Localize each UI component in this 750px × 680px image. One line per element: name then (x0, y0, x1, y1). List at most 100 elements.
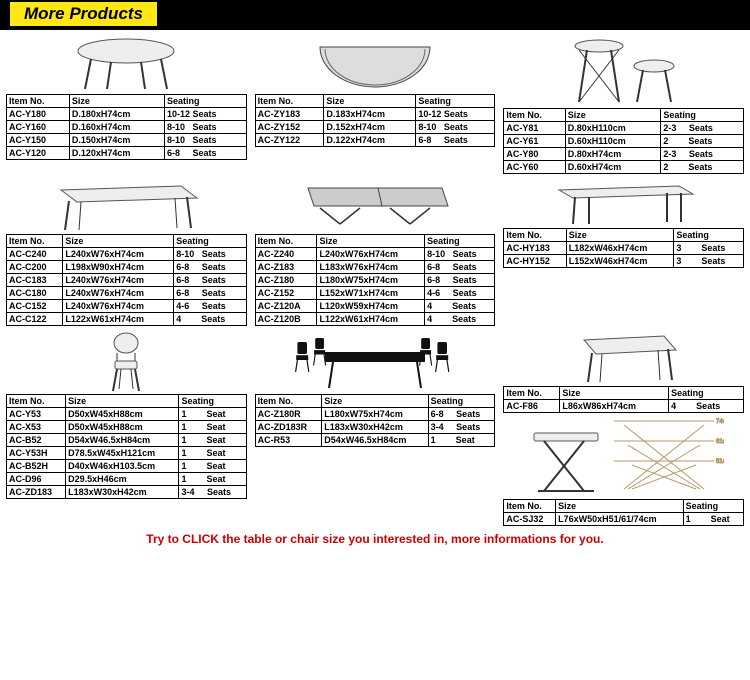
product-image (503, 330, 744, 386)
svg-text:74cm: 74cm (716, 419, 724, 425)
col-header: Seating (661, 109, 744, 122)
table-row[interactable]: AC-Z240L240xW76xH74cm8-10 Seats (255, 248, 495, 261)
svg-text:61cm: 61cm (716, 439, 724, 445)
table-row[interactable]: AC-Z180RL180xW75xH74cm6-8 Seats (255, 408, 495, 421)
col-header: Seating (674, 229, 744, 242)
table-row[interactable]: AC-Y53D50xW45xH88cm1 Seat (7, 408, 247, 421)
col-header: Size (556, 500, 684, 513)
table-row[interactable]: AC-F86L86xW86xH74cm4 Seats (504, 400, 744, 413)
product-image (6, 330, 247, 394)
product-image (255, 34, 496, 94)
spec-table: Item No.SizeSeatingAC-Z180RL180xW75xH74c… (255, 394, 496, 447)
col-header: Seating (683, 500, 743, 513)
spec-table: Item No.SizeSeatingAC-Y53D50xW45xH88cm1 … (6, 394, 247, 499)
product-cell: Item No.SizeSeatingAC-Y81D.80xH110cm2-3 … (503, 34, 744, 174)
product-cell: Item No.SizeSeatingAC-Y53D50xW45xH88cm1 … (6, 330, 247, 526)
table-row[interactable]: AC-Z120BL122xW61xH74cm4 Seats (255, 313, 495, 326)
table-row[interactable]: AC-C183L240xW76xH74cm6-8 Seats (7, 274, 247, 287)
col-header: Seating (164, 95, 246, 108)
product-image (255, 178, 496, 234)
table-row[interactable]: AC-HY183L182xW46xH74cm3 Seats (504, 242, 744, 255)
product-cell: Item No.SizeSeatingAC-Z240L240xW76xH74cm… (255, 178, 496, 326)
product-image (255, 330, 496, 394)
table-row[interactable]: AC-ZY152D.152xH74cm8-10 Seats (255, 121, 495, 134)
col-header: Item No. (504, 387, 560, 400)
table-row[interactable]: AC-Y80D.80xH74cm2-3 Seats (504, 148, 744, 161)
table-row[interactable]: AC-C122L122xW61xH74cm4 Seats (7, 313, 247, 326)
spec-table: Item No.SizeSeatingAC-HY183L182xW46xH74c… (503, 228, 744, 268)
product-image: 74cm 61cm 51cm (503, 413, 744, 499)
table-row[interactable]: AC-C240L240xW76xH74cm8-10 Seats (7, 248, 247, 261)
svg-text:51cm: 51cm (716, 459, 724, 465)
col-header: Size (560, 387, 669, 400)
col-header: Size (324, 95, 416, 108)
table-row[interactable]: AC-Y53HD78.5xW45xH121cm1 Seat (7, 447, 247, 460)
col-header: Item No. (7, 95, 70, 108)
col-header: Seating (174, 235, 246, 248)
col-header: Size (69, 95, 164, 108)
table-row[interactable]: AC-Y61D.60xH110cm2 Seats (504, 135, 744, 148)
spec-table: Item No.SizeSeatingAC-Z240L240xW76xH74cm… (255, 234, 496, 326)
table-row[interactable]: AC-B52D54xW46.5xH84cm1 Seat (7, 434, 247, 447)
table-row[interactable]: AC-X53D50xW45xH88cm1 Seat (7, 421, 247, 434)
table-row[interactable]: AC-Y150D.150xH74cm8-10 Seats (7, 134, 247, 147)
table-row[interactable]: AC-R53D54xW46.5xH84cm1 Seat (255, 434, 495, 447)
col-header: Item No. (7, 235, 63, 248)
table-row[interactable]: AC-Y60D.60xH74cm2 Seats (504, 161, 744, 174)
col-header: Seating (425, 235, 495, 248)
col-header: Item No. (504, 109, 565, 122)
table-row[interactable]: AC-B52HD40xW46xH103.5cm1 Seat (7, 460, 247, 473)
table-row[interactable]: AC-Z120AL120xW59xH74cm4 Seats (255, 300, 495, 313)
table-row[interactable]: AC-Y180D.180xH74cm10-12 Seats (7, 108, 247, 121)
table-row[interactable]: AC-D96D29.5xH46cm1 Seat (7, 473, 247, 486)
col-header: Item No. (255, 235, 317, 248)
col-header: Seating (179, 395, 246, 408)
table-row[interactable]: AC-SJ32L76xW50xH51/61/74cm1 Seat (504, 513, 744, 526)
col-header: Size (566, 229, 674, 242)
spec-table: Item No.SizeSeatingAC-C240L240xW76xH74cm… (6, 234, 247, 326)
table-row[interactable]: AC-ZY122D.122xH74cm6-8 Seats (255, 134, 495, 147)
spec-table: Item No.SizeSeatingAC-Y180D.180xH74cm10-… (6, 94, 247, 160)
table-row[interactable]: AC-Z180L180xW75xH74cm6-8 Seats (255, 274, 495, 287)
col-header: Seating (416, 95, 495, 108)
product-cell: Item No.SizeSeatingAC-Z180RL180xW75xH74c… (255, 330, 496, 526)
spec-table: Item No.SizeSeatingAC-ZY183D.183xH74cm10… (255, 94, 496, 147)
table-row[interactable]: AC-Z152L152xW71xH74cm4-6 Seats (255, 287, 495, 300)
col-header: Item No. (255, 395, 322, 408)
table-row[interactable]: AC-Z183L183xW76xH74cm6-8 Seats (255, 261, 495, 274)
table-row[interactable]: AC-ZD183RL183xW30xH42cm3-4 Seats (255, 421, 495, 434)
product-image (6, 34, 247, 94)
col-header: Item No. (255, 95, 324, 108)
col-header: Item No. (504, 229, 566, 242)
header-bar: More Products (0, 0, 750, 30)
table-row[interactable]: AC-Y120D.120xH74cm6-8 Seats (7, 147, 247, 160)
table-row[interactable]: AC-C200L198xW90xH74cm6-8 Seats (7, 261, 247, 274)
product-cell: Item No.SizeSeatingAC-F86L86xW86xH74cm4 … (503, 330, 744, 526)
table-row[interactable]: AC-Y81D.80xH110cm2-3 Seats (504, 122, 744, 135)
table-row[interactable]: AC-HY152L152xW46xH74cm3 Seats (504, 255, 744, 268)
product-cell: Item No.SizeSeatingAC-ZY183D.183xH74cm10… (255, 34, 496, 174)
col-header: Size (317, 235, 425, 248)
col-header: Seating (669, 387, 744, 400)
table-row[interactable]: AC-Y160D.160xH74cm8-10 Seats (7, 121, 247, 134)
product-cell: Item No.SizeSeatingAC-C240L240xW76xH74cm… (6, 178, 247, 326)
col-header: Seating (428, 395, 495, 408)
spec-table: Item No.SizeSeatingAC-F86L86xW86xH74cm4 … (503, 386, 744, 413)
col-header: Item No. (7, 395, 66, 408)
col-header: Size (322, 395, 428, 408)
col-header: Size (565, 109, 661, 122)
table-row[interactable]: AC-C180L240xW76xH74cm6-8 Seats (7, 287, 247, 300)
table-row[interactable]: AC-ZY183D.183xH74cm10-12 Seats (255, 108, 495, 121)
spec-table: Item No.SizeSeatingAC-Y81D.80xH110cm2-3 … (503, 108, 744, 174)
product-cell: Item No.SizeSeatingAC-HY183L182xW46xH74c… (503, 178, 744, 326)
footer-note: Try to CLICK the table or chair size you… (0, 526, 750, 550)
col-header: Size (66, 395, 179, 408)
product-image (503, 34, 744, 108)
product-image (6, 178, 247, 234)
product-grid: Item No.SizeSeatingAC-Y180D.180xH74cm10-… (0, 30, 750, 526)
table-row[interactable]: AC-C152L240xW76xH74cm4-6 Seats (7, 300, 247, 313)
table-row[interactable]: AC-ZD183L183xW30xH42cm3-4 Seats (7, 486, 247, 499)
header-title: More Products (10, 2, 157, 26)
spec-table: Item No.SizeSeatingAC-SJ32L76xW50xH51/61… (503, 499, 744, 526)
product-image (503, 178, 744, 228)
